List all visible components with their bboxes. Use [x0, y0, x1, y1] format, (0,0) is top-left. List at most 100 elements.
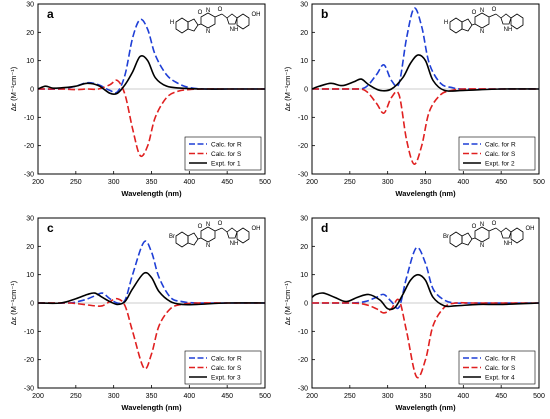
y-tick-label: -20	[24, 143, 34, 150]
y-tick-label: -10	[24, 329, 34, 336]
panel-label: a	[47, 7, 54, 21]
x-tick-label: 250	[344, 179, 356, 186]
legend: Calc. for R Calc. for S Expt. for 2	[458, 136, 536, 171]
bond	[471, 23, 476, 26]
atom-label: N	[206, 243, 210, 249]
y-tick-label: 20	[300, 30, 308, 37]
panel-label: d	[321, 221, 328, 235]
legend-label: Calc. for R	[211, 356, 242, 363]
atom-label: NH	[230, 27, 239, 33]
indole-pyrrole-ring	[226, 227, 238, 239]
legend-label: Calc. for S	[485, 365, 516, 372]
x-tick-label: 250	[70, 179, 82, 186]
x-tick-label: 300	[108, 179, 120, 186]
atom-label: O	[492, 7, 497, 13]
x-tick-label: 350	[146, 393, 158, 400]
x-tick-label: 350	[146, 179, 158, 186]
x-tick-label: 250	[70, 393, 82, 400]
chart-panel-c: 200 250 300 350 400 450 500 -30 -20 -10 0 10 20 30 Wav…	[9, 216, 271, 413]
y-axis-label: Δε (M⁻¹cm⁻¹)	[9, 280, 18, 325]
legend-label: Expt. for 3	[211, 375, 241, 382]
atom-label: O	[472, 224, 477, 230]
x-tick-label: 200	[306, 179, 318, 186]
indole-pyrrole-ring	[461, 232, 473, 246]
legend-label: Expt. for 1	[211, 161, 241, 168]
substituent-label: Br	[169, 234, 175, 240]
series-line-calc-s	[37, 297, 265, 370]
series-line-calc-r	[37, 240, 265, 305]
x-tick-label: 500	[533, 393, 545, 400]
bond	[221, 13, 228, 19]
series-line-expt	[37, 271, 266, 306]
y-tick-label: 10	[300, 58, 308, 65]
legend-label: Calc. for R	[485, 356, 516, 363]
y-tick-label: -30	[298, 172, 308, 179]
atom-label: N	[206, 29, 210, 35]
x-tick-label: 350	[420, 179, 432, 186]
y-tick-label: 0	[30, 301, 34, 308]
atom-label: N	[206, 8, 210, 14]
bond	[214, 227, 223, 232]
chart-panel-d: 200 250 300 350 400 450 500 -30 -20 -10 0 10 20 30 Wav…	[283, 216, 545, 413]
atom-label: N	[206, 222, 210, 228]
y-tick-label: 30	[300, 2, 308, 9]
atom-label: N	[480, 29, 484, 35]
substituent-label: Br	[443, 234, 449, 240]
bond	[197, 23, 202, 26]
x-axis-label: Wavelength (nm)	[395, 403, 456, 412]
y-tick-label: -20	[298, 143, 308, 150]
y-tick-label: 20	[26, 30, 34, 37]
legend-label: Expt. for 4	[485, 375, 515, 382]
y-tick-label: 10	[26, 272, 34, 279]
hydroxyl-label: OH	[526, 226, 535, 232]
x-tick-label: 200	[306, 393, 318, 400]
indole-pyrrole-ring	[187, 232, 199, 246]
bond	[488, 13, 497, 18]
legend-label: Calc. for R	[211, 142, 242, 149]
x-tick-label: 400	[457, 179, 469, 186]
atom-label: O	[218, 221, 223, 227]
panel-label: c	[47, 221, 54, 235]
legend: Calc. for R Calc. for S Expt. for 3	[184, 350, 262, 385]
series-line-calc-r	[311, 246, 539, 310]
indole-benzene-ring	[510, 13, 524, 30]
bond	[221, 227, 228, 233]
chart-panel-b: 200 250 300 350 400 450 500 -30 -20 -10 0 10 20 30 Wav…	[283, 2, 545, 199]
x-tick-label: 450	[221, 393, 233, 400]
series-line-calc-s	[37, 79, 265, 158]
bond	[495, 227, 502, 233]
atom-label: NH	[504, 27, 513, 33]
atom-label: O	[198, 10, 203, 16]
atom-label: O	[492, 221, 497, 227]
x-tick-label: 300	[382, 179, 394, 186]
legend-box	[458, 350, 536, 385]
x-tick-label: 300	[382, 393, 394, 400]
panel-label: b	[321, 7, 328, 21]
y-axis-label: Δε (M⁻¹cm⁻¹)	[283, 280, 292, 325]
atom-label: O	[472, 10, 477, 16]
indole-pyrrole-ring	[226, 13, 238, 25]
y-tick-label: -10	[298, 115, 308, 122]
bond	[488, 227, 497, 232]
bond	[214, 13, 223, 18]
bond	[471, 237, 476, 240]
indole-benzene-ring	[510, 227, 524, 244]
legend-label: Calc. for S	[211, 365, 242, 372]
y-axis-label: Δε (M⁻¹cm⁻¹)	[9, 66, 18, 111]
atom-label: NH	[230, 241, 239, 247]
y-tick-label: -30	[298, 386, 308, 393]
legend-label: Calc. for R	[485, 142, 516, 149]
x-tick-label: 500	[533, 179, 545, 186]
y-tick-label: 30	[300, 216, 308, 223]
atom-label: NH	[504, 241, 513, 247]
series-line-calc-s	[311, 88, 539, 165]
y-tick-label: 10	[300, 272, 308, 279]
x-tick-label: 200	[32, 179, 44, 186]
hydroxyl-label: OH	[252, 12, 261, 18]
legend: Calc. for R Calc. for S Expt. for 4	[458, 350, 536, 385]
atom-label: O	[218, 7, 223, 13]
series-line-expt	[311, 54, 540, 93]
atom-label: O	[198, 224, 203, 230]
x-tick-label: 500	[259, 179, 271, 186]
